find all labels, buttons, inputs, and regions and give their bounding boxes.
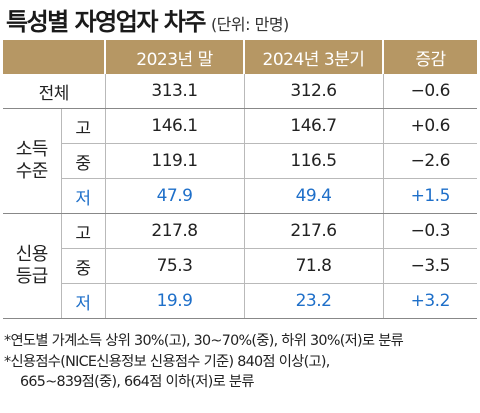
table-row: 신용 등급 고 217.8 217.6 −0.3 bbox=[3, 213, 477, 319]
cell-2024q3: 71.8 bbox=[243, 248, 383, 284]
cell-change: −3.5 bbox=[382, 248, 477, 284]
cell-2024q3: 146.7 bbox=[243, 108, 383, 144]
cell-2024q3: 116.5 bbox=[243, 143, 383, 179]
cell-2023: 146.1 bbox=[104, 108, 244, 144]
table-row: 저 19.9 23.2 +3.2 bbox=[3, 283, 477, 319]
cell-change: +1.5 bbox=[382, 178, 477, 214]
table-row: 중 75.3 71.8 −3.5 bbox=[3, 248, 477, 284]
table-row: 중 119.1 116.5 −2.6 bbox=[3, 143, 477, 179]
header-2024q3: 2024년 3분기 bbox=[243, 40, 383, 74]
group-label-line: 신용 bbox=[15, 244, 49, 265]
header-2023: 2023년 말 bbox=[104, 40, 244, 74]
table-header-row: 2023년 말 2024년 3분기 증감 bbox=[3, 40, 477, 74]
level-label: 저 bbox=[60, 283, 105, 319]
cell-2023: 217.8 bbox=[104, 213, 244, 249]
footnotes: *연도별 가계소득 상위 30%(고), 30~70%(중), 하위 30%(저… bbox=[4, 331, 478, 393]
table-row-total: 전체 313.1 312.6 −0.6 bbox=[3, 74, 477, 109]
footnote-credit-cont: 665~839점(중), 664점 이하(저)로 분류 bbox=[20, 374, 255, 390]
unit-label: (단위: 만명) bbox=[210, 15, 289, 34]
cell-2023: 119.1 bbox=[104, 143, 244, 179]
level-label: 고 bbox=[60, 108, 105, 144]
cell-2023: 47.9 bbox=[104, 178, 244, 214]
page-title: 특성별 자영업자 차주 bbox=[6, 8, 206, 36]
table-row: 저 47.9 49.4 +1.5 bbox=[3, 178, 477, 214]
group-label-credit: 신용 등급 bbox=[3, 213, 61, 319]
total-2024q3: 312.6 bbox=[243, 74, 383, 109]
title-bar: 특성별 자영업자 차주 (단위: 만명) bbox=[6, 2, 289, 36]
header-blank bbox=[3, 40, 105, 74]
level-label: 중 bbox=[60, 248, 105, 284]
table-row: 소득 수준 고 146.1 146.7 +0.6 bbox=[3, 108, 477, 214]
cell-2024q3: 217.6 bbox=[243, 213, 383, 249]
total-2023: 313.1 bbox=[104, 74, 244, 109]
total-label: 전체 bbox=[3, 74, 105, 109]
group-label-line: 등급 bbox=[15, 266, 49, 287]
group-label-line: 수준 bbox=[15, 161, 49, 182]
cell-2024q3: 49.4 bbox=[243, 178, 383, 214]
cell-change: −2.6 bbox=[382, 143, 477, 179]
total-change: −0.6 bbox=[382, 74, 477, 109]
level-label: 저 bbox=[60, 178, 105, 214]
cell-2023: 19.9 bbox=[104, 283, 244, 319]
footnote-income: *연도별 가계소득 상위 30%(고), 30~70%(중), 하위 30%(저… bbox=[4, 333, 404, 349]
footnote-credit: *신용점수(NICE신용정보 신용점수 기준) 840점 이상(고), bbox=[4, 353, 330, 370]
cell-2023: 75.3 bbox=[104, 248, 244, 284]
cell-change: +3.2 bbox=[382, 283, 477, 319]
group-label-line: 소득 bbox=[15, 139, 49, 160]
data-table: 2023년 말 2024년 3분기 증감 전체 313.1 312.6 −0.6… bbox=[3, 40, 477, 319]
group-label-income: 소득 수준 bbox=[3, 108, 61, 214]
header-change: 증감 bbox=[382, 40, 477, 74]
cell-change: +0.6 bbox=[382, 108, 477, 144]
level-label: 중 bbox=[60, 143, 105, 179]
level-label: 고 bbox=[60, 213, 105, 249]
cell-change: −0.3 bbox=[382, 213, 477, 249]
cell-2024q3: 23.2 bbox=[243, 283, 383, 319]
